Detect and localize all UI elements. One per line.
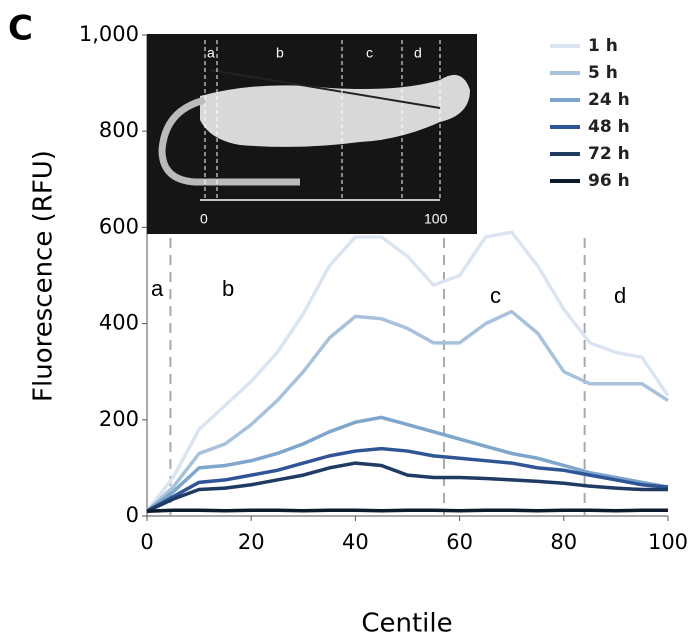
panel-label: C: [8, 9, 33, 49]
inset-label: d: [414, 45, 422, 61]
series-line: [145, 309, 669, 513]
region-label: c: [490, 283, 501, 308]
legend-label: 72 h: [588, 144, 630, 164]
series-line: [145, 415, 669, 513]
y-tick-label: 200: [99, 407, 139, 431]
x-tick-label: 40: [342, 530, 369, 554]
legend-label: 96 h: [588, 171, 630, 191]
region-label: d: [614, 283, 626, 308]
inset-label: 0: [200, 211, 208, 227]
inset-photo: a b c d 0 100: [147, 34, 477, 234]
x-tick-label: 0: [140, 530, 153, 554]
inset-label: c: [366, 45, 373, 61]
series-line: [145, 230, 670, 513]
region-label: b: [222, 276, 234, 301]
y-tick-label: 600: [99, 214, 139, 238]
x-tick-label: 20: [238, 530, 265, 554]
legend-label: 48 h: [588, 117, 630, 137]
x-tick-label: 60: [446, 530, 473, 554]
y-tick-label: 400: [99, 311, 139, 335]
y-tick-label: 800: [99, 118, 139, 142]
inset-label: 100: [424, 211, 448, 227]
inset-label: b: [276, 45, 284, 61]
y-tick-label: 0: [126, 503, 139, 527]
region-label: a: [151, 276, 164, 301]
x-tick-label: 80: [550, 530, 577, 554]
series-line: [146, 461, 668, 513]
legend-label: 5 h: [588, 63, 618, 83]
series-line: [146, 446, 669, 513]
y-tick-label: 1,000: [79, 22, 139, 46]
x-axis-title: Centile: [361, 609, 452, 639]
inset-label: a: [207, 45, 215, 61]
y-axis-title: Fluorescence (RFU): [29, 150, 59, 402]
x-tick-label: 100: [648, 530, 688, 554]
legend-label: 24 h: [588, 90, 630, 110]
legend-label: 1 h: [588, 36, 618, 56]
series-line: [146, 508, 668, 513]
